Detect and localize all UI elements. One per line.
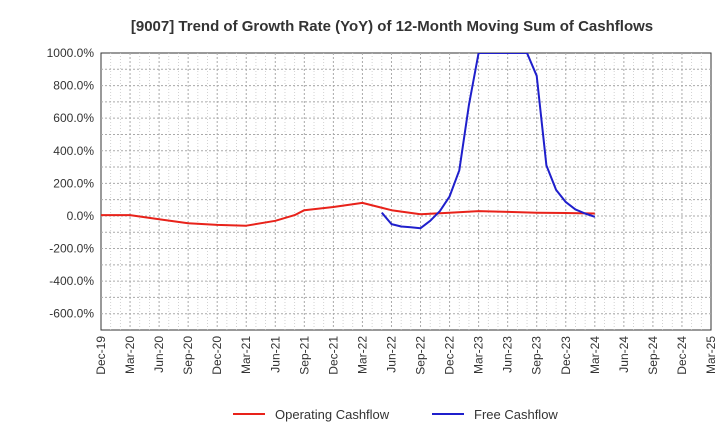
y-tick-label: 1000.0% bbox=[47, 46, 95, 60]
x-tick-label: Mar-20 bbox=[123, 336, 137, 374]
x-tick-label: Mar-23 bbox=[472, 336, 486, 374]
plot-area bbox=[100, 52, 712, 331]
x-tick-label: Mar-22 bbox=[355, 336, 369, 374]
x-tick-label: Dec-22 bbox=[443, 336, 457, 375]
x-tick-label: Dec-21 bbox=[326, 336, 340, 375]
x-tick-label: Dec-19 bbox=[94, 336, 108, 375]
x-tick-label: Dec-24 bbox=[675, 336, 689, 375]
y-tick-label: 0.0% bbox=[67, 209, 95, 223]
y-axis-tick-labels: 1000.0% 800.0% 600.0% 400.0% 200.0% 0.0% -200.… bbox=[47, 46, 95, 321]
series-lines bbox=[101, 53, 596, 230]
y-tick-label: 600.0% bbox=[53, 111, 94, 125]
y-tick-label: -200.0% bbox=[49, 242, 94, 256]
y-tick-label: 200.0% bbox=[53, 176, 94, 190]
y-tick-label: -600.0% bbox=[49, 307, 94, 321]
y-tick-label: 400.0% bbox=[53, 144, 94, 158]
legend-label: Operating Cashflow bbox=[275, 407, 390, 422]
x-tick-label: Mar-25 bbox=[704, 336, 718, 374]
x-tick-label: Jun-22 bbox=[384, 336, 398, 373]
y-tick-label: -400.0% bbox=[49, 274, 94, 288]
x-tick-label: Sep-23 bbox=[530, 336, 544, 375]
series-line-free-cashflow bbox=[381, 53, 596, 230]
x-tick-label: Sep-22 bbox=[414, 336, 428, 375]
x-tick-label: Mar-24 bbox=[588, 336, 602, 374]
x-tick-label: Sep-20 bbox=[181, 336, 195, 375]
gridlines bbox=[101, 53, 711, 330]
x-tick-label: Jun-23 bbox=[501, 336, 515, 373]
x-tick-label: Sep-24 bbox=[646, 336, 660, 375]
x-axis-tick-labels: Dec-19 Mar-20 Jun-20 Sep-20 Dec-20 Mar-21 Jun-… bbox=[94, 336, 718, 375]
y-tick-label: 800.0% bbox=[53, 79, 94, 93]
legend: Operating Cashflow Free Cashflow bbox=[233, 407, 558, 422]
chart-title: [9007] Trend of Growth Rate (YoY) of 12-… bbox=[131, 18, 653, 35]
series-line-operating-cashflow bbox=[101, 201, 595, 227]
x-tick-label: Jun-20 bbox=[152, 336, 166, 373]
x-tick-label: Sep-21 bbox=[297, 336, 311, 375]
x-tick-label: Dec-23 bbox=[559, 336, 573, 375]
x-tick-label: Dec-20 bbox=[210, 336, 224, 375]
x-tick-label: Jun-21 bbox=[268, 336, 282, 373]
x-tick-label: Mar-21 bbox=[239, 336, 253, 374]
legend-label: Free Cashflow bbox=[474, 407, 558, 422]
x-tick-label: Jun-24 bbox=[617, 336, 631, 373]
